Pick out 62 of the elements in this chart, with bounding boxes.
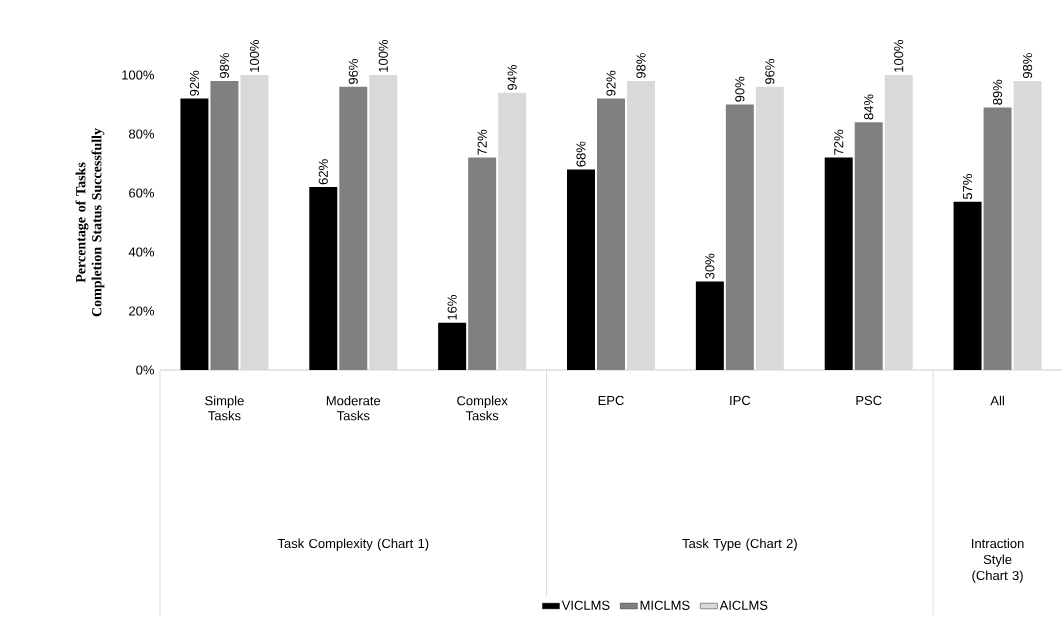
bar	[597, 98, 625, 371]
y-tick-label: 60%	[129, 188, 155, 198]
data-label: 92%	[606, 70, 616, 96]
bar	[953, 201, 982, 371]
bar	[854, 122, 883, 371]
bar	[567, 169, 595, 371]
data-label: 98%	[219, 53, 230, 79]
data-label: 89%	[992, 79, 1003, 105]
bar	[983, 107, 1012, 371]
data-label: 98%	[636, 53, 646, 79]
data-label: 100%	[249, 40, 260, 72]
bar	[339, 86, 368, 371]
legend-label: VICLMS	[561, 600, 610, 610]
bar	[1013, 80, 1042, 371]
text: Intraction Style (Chart 3)	[972, 538, 1024, 583]
text: Task Complexity (Chart 1)	[277, 538, 429, 551]
data-label: 90%	[735, 76, 745, 102]
data-label: 96%	[765, 59, 775, 84]
x-tick-label: All	[990, 395, 1004, 406]
bar	[627, 80, 655, 371]
data-label: 30%	[705, 253, 715, 279]
y-tick-label: 20%	[129, 306, 155, 316]
bar	[210, 80, 239, 371]
bar	[369, 75, 398, 371]
bar	[309, 187, 338, 371]
bar	[695, 281, 724, 371]
y-tick-label: 100%	[122, 70, 155, 80]
bar	[824, 157, 853, 371]
x-tick-label: Complex Tasks	[457, 395, 508, 421]
y-tick-label: 40%	[128, 247, 155, 257]
data-label: 92%	[189, 70, 200, 96]
x-tick-label: IPC	[730, 395, 751, 406]
x-tick-label: Simple Tasks	[205, 395, 244, 421]
bar	[180, 98, 209, 371]
bar	[755, 86, 784, 371]
y-tick-label: 0%	[136, 365, 155, 375]
text: Task Type (Chart 2)	[682, 538, 797, 551]
bar	[498, 92, 527, 371]
x-tick-label: EPC	[598, 395, 624, 406]
x-tick-label: Moderate Tasks	[326, 395, 381, 421]
y-axis-title: Percentage of Tasks Completion Status Successfully	[75, 128, 105, 317]
legend-label: MICLMS	[640, 600, 690, 610]
data-label: 16%	[447, 295, 457, 320]
bar	[884, 75, 913, 371]
data-label: 100%	[378, 40, 388, 72]
data-label: 72%	[477, 129, 487, 155]
data-label: 84%	[864, 94, 874, 120]
data-label: 72%	[834, 129, 844, 155]
data-label: 98%	[1022, 53, 1033, 79]
data-label: 96%	[348, 59, 358, 84]
legend-label: AICLMS	[719, 600, 768, 610]
bar	[438, 322, 467, 371]
y-tick-label: 80%	[129, 129, 155, 139]
data-label: 57%	[963, 174, 973, 200]
data-label: 100%	[894, 40, 904, 72]
x-tick-label: PSC	[856, 395, 882, 406]
bar	[725, 104, 754, 371]
bar	[468, 157, 497, 371]
bar	[240, 75, 269, 371]
data-label: 62%	[318, 159, 328, 185]
data-label: 68%	[576, 141, 586, 167]
data-label: 94%	[507, 64, 517, 90]
